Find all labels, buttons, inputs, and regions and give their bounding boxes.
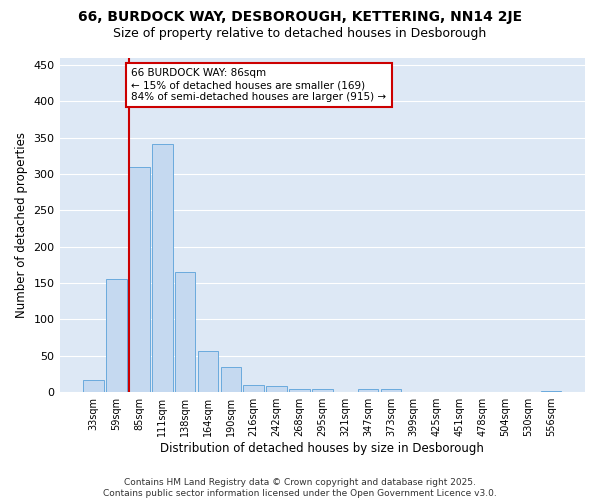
- Bar: [221, 366, 241, 392]
- Bar: [358, 390, 378, 392]
- Bar: [198, 350, 218, 392]
- Bar: [175, 272, 196, 392]
- Text: 66 BURDOCK WAY: 86sqm
← 15% of detached houses are smaller (169)
84% of semi-det: 66 BURDOCK WAY: 86sqm ← 15% of detached …: [131, 68, 386, 102]
- Text: Contains HM Land Registry data © Crown copyright and database right 2025.
Contai: Contains HM Land Registry data © Crown c…: [103, 478, 497, 498]
- Bar: [266, 386, 287, 392]
- X-axis label: Distribution of detached houses by size in Desborough: Distribution of detached houses by size …: [160, 442, 484, 455]
- Bar: [244, 385, 264, 392]
- Text: Size of property relative to detached houses in Desborough: Size of property relative to detached ho…: [113, 28, 487, 40]
- Y-axis label: Number of detached properties: Number of detached properties: [15, 132, 28, 318]
- Bar: [289, 388, 310, 392]
- Bar: [380, 390, 401, 392]
- Bar: [129, 168, 150, 392]
- Bar: [152, 144, 173, 392]
- Text: 66, BURDOCK WAY, DESBOROUGH, KETTERING, NN14 2JE: 66, BURDOCK WAY, DESBOROUGH, KETTERING, …: [78, 10, 522, 24]
- Bar: [106, 280, 127, 392]
- Bar: [312, 390, 332, 392]
- Bar: [83, 380, 104, 392]
